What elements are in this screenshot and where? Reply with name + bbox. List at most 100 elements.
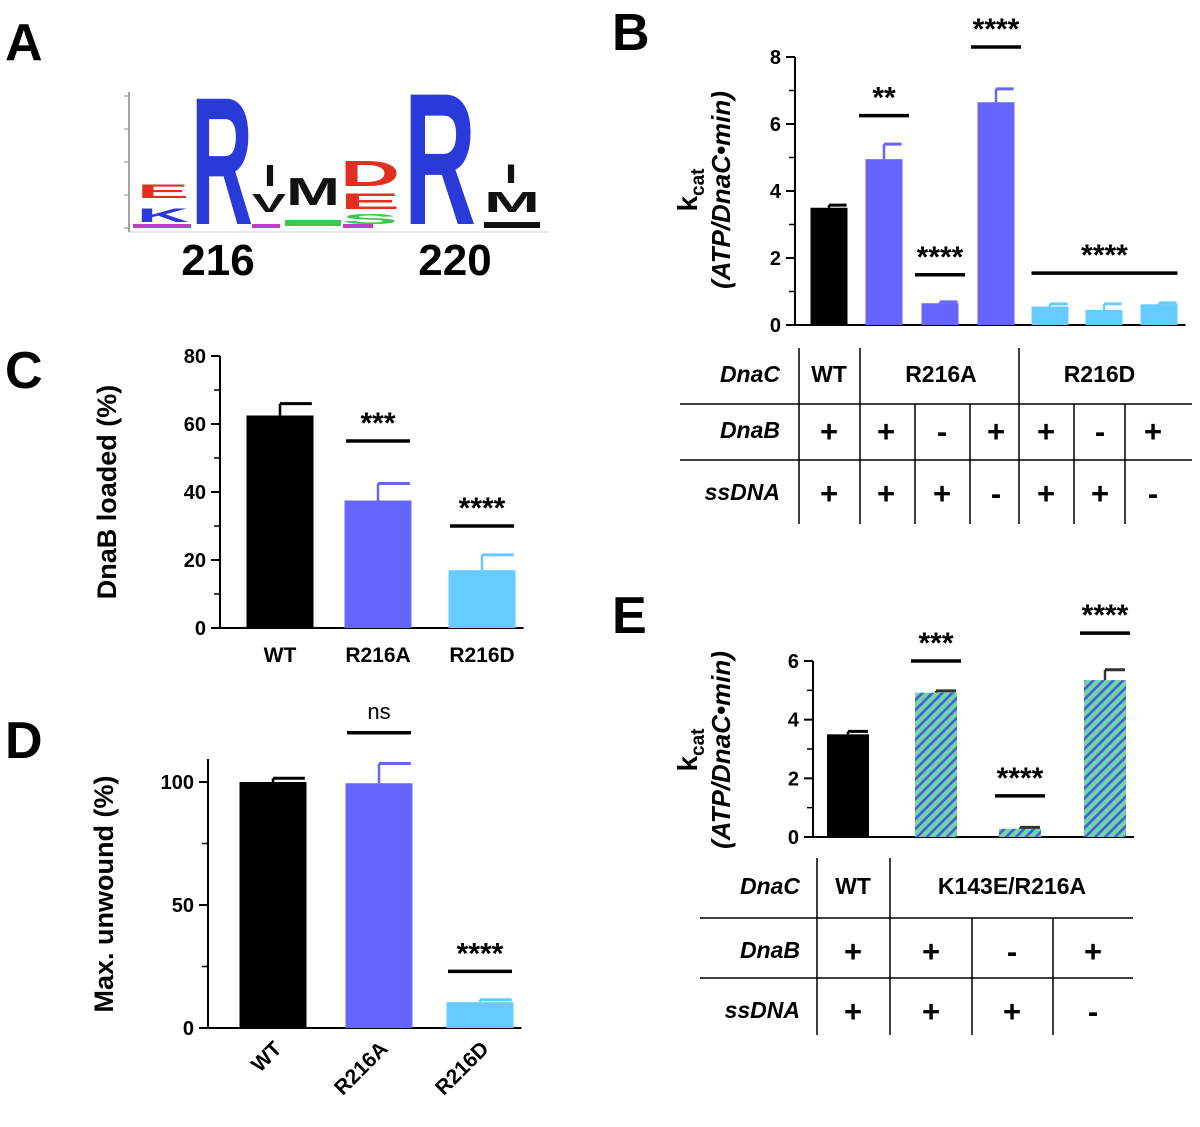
table-cell: + bbox=[1003, 994, 1021, 1029]
logo-letter-r-220: R bbox=[404, 54, 476, 264]
bar bbox=[246, 415, 314, 628]
y-tick-label: 0 bbox=[195, 618, 206, 640]
y-tick-label: 4 bbox=[788, 710, 800, 732]
sequence-logo: E K R I V M D E S R I M 216 220 bbox=[124, 54, 548, 285]
bar bbox=[921, 303, 959, 325]
y-tick-label: 50 bbox=[172, 895, 194, 917]
significance-label: **** bbox=[1081, 239, 1128, 272]
table-cell: R216A bbox=[905, 361, 977, 387]
x-category-label: R216A bbox=[330, 1037, 392, 1099]
y-axis-label-kcat: kcat bbox=[672, 728, 709, 772]
logo-letter-v: V bbox=[252, 189, 286, 218]
y-axis-label: Max. unwound (%) bbox=[89, 776, 119, 1013]
logo-letter-d: D bbox=[340, 154, 400, 194]
table-row-label: DnaC bbox=[740, 873, 800, 899]
bar bbox=[999, 828, 1041, 837]
panel-label-b: B bbox=[612, 4, 650, 62]
y-tick-label: 6 bbox=[770, 114, 781, 136]
bar bbox=[446, 1002, 514, 1028]
bar bbox=[1084, 680, 1126, 837]
condition-table-b: DnaC WT R216A R216D DnaB + + - + + - + ssDNA + + + - + + - bbox=[680, 348, 1192, 524]
significance-label: **** bbox=[917, 241, 964, 274]
y-tick-label: 8 bbox=[770, 47, 781, 69]
logo-letter-i2: I bbox=[505, 159, 517, 189]
x-category-label: R216D bbox=[449, 644, 514, 667]
table-cell: + bbox=[1091, 476, 1109, 511]
table-cell: + bbox=[877, 414, 895, 449]
condition-table-e: DnaC WT K143E/R216A DnaB + + - + ssDNA + + + - bbox=[700, 858, 1133, 1035]
significance-label: **** bbox=[457, 937, 504, 970]
logo-position-220: 220 bbox=[418, 236, 491, 285]
y-tick-label: 0 bbox=[788, 827, 799, 849]
logo-letter-e: E bbox=[137, 181, 189, 203]
table-cell: + bbox=[1037, 476, 1055, 511]
logo-residue bbox=[484, 222, 540, 228]
bar bbox=[915, 692, 957, 837]
panel-label-e: E bbox=[612, 587, 647, 645]
panel-label-d: D bbox=[5, 712, 43, 770]
table-cell: R216D bbox=[1064, 361, 1136, 387]
table-cell: K143E/R216A bbox=[938, 873, 1086, 899]
table-cell: + bbox=[844, 934, 862, 969]
y-tick-label: 4 bbox=[770, 181, 782, 203]
table-cell: + bbox=[844, 994, 862, 1029]
y-tick-label: 20 bbox=[184, 550, 206, 572]
table-cell: - bbox=[1007, 934, 1017, 969]
bar bbox=[345, 783, 413, 1028]
table-cell: - bbox=[991, 476, 1001, 511]
table-cell: + bbox=[933, 476, 951, 511]
panel-label-c: C bbox=[5, 342, 43, 400]
logo-letter-k: K bbox=[137, 205, 190, 227]
bar bbox=[448, 570, 516, 628]
y-tick-label: 2 bbox=[770, 248, 781, 270]
table-cell: + bbox=[987, 414, 1005, 449]
logo-letter-r-216: R bbox=[191, 60, 253, 263]
y-axis-label-units: (ATP/DnaC•min) bbox=[706, 91, 736, 289]
table-cell: - bbox=[1148, 476, 1158, 511]
x-category-label: WT bbox=[264, 644, 297, 667]
chart-d: 0 50 100 WT R216A R216D ns **** Max. unwound (%) bbox=[89, 699, 522, 1100]
y-tick-label: 60 bbox=[184, 414, 206, 436]
table-row-label: DnaC bbox=[720, 361, 780, 387]
table-cell: + bbox=[820, 414, 838, 449]
significance-label: **** bbox=[997, 762, 1044, 795]
table-cell: + bbox=[1084, 934, 1102, 969]
bar bbox=[827, 734, 869, 837]
significance-label: *** bbox=[918, 627, 953, 660]
y-tick-label: 0 bbox=[183, 1018, 194, 1040]
table-cell: WT bbox=[811, 361, 847, 387]
table-row-label: ssDNA bbox=[705, 479, 780, 505]
logo-letter-m: M bbox=[286, 170, 340, 214]
table-cell: - bbox=[937, 414, 947, 449]
y-tick-label: 2 bbox=[788, 768, 799, 790]
significance-label: *** bbox=[360, 407, 395, 440]
y-tick-label: 40 bbox=[184, 482, 206, 504]
bar bbox=[1031, 306, 1069, 325]
significance-label: **** bbox=[1082, 599, 1129, 632]
bar bbox=[1085, 309, 1123, 325]
bar bbox=[977, 102, 1015, 325]
y-tick-label: 80 bbox=[184, 346, 206, 368]
table-row-label: DnaB bbox=[720, 417, 780, 443]
table-cell: + bbox=[922, 994, 940, 1029]
y-axis-label-units: (ATP/DnaC•min) bbox=[706, 651, 736, 849]
logo-letter-m2: M bbox=[484, 187, 540, 218]
logo-residue bbox=[133, 224, 191, 228]
x-category-label: R216D bbox=[431, 1037, 493, 1099]
logo-letter-e2: E bbox=[340, 189, 400, 214]
logo-residue bbox=[343, 224, 373, 228]
table-row-label: DnaB bbox=[740, 937, 800, 963]
logo-residue bbox=[285, 220, 341, 226]
table-cell: - bbox=[1088, 994, 1098, 1029]
bar bbox=[1140, 304, 1178, 325]
x-category-label: WT bbox=[247, 1037, 286, 1076]
bar bbox=[810, 207, 848, 325]
y-axis-label: DnaB loaded (%) bbox=[92, 385, 122, 600]
logo-position-216: 216 bbox=[181, 236, 254, 285]
table-cell: + bbox=[1144, 414, 1162, 449]
y-axis-label-kcat: kcat bbox=[672, 168, 709, 212]
